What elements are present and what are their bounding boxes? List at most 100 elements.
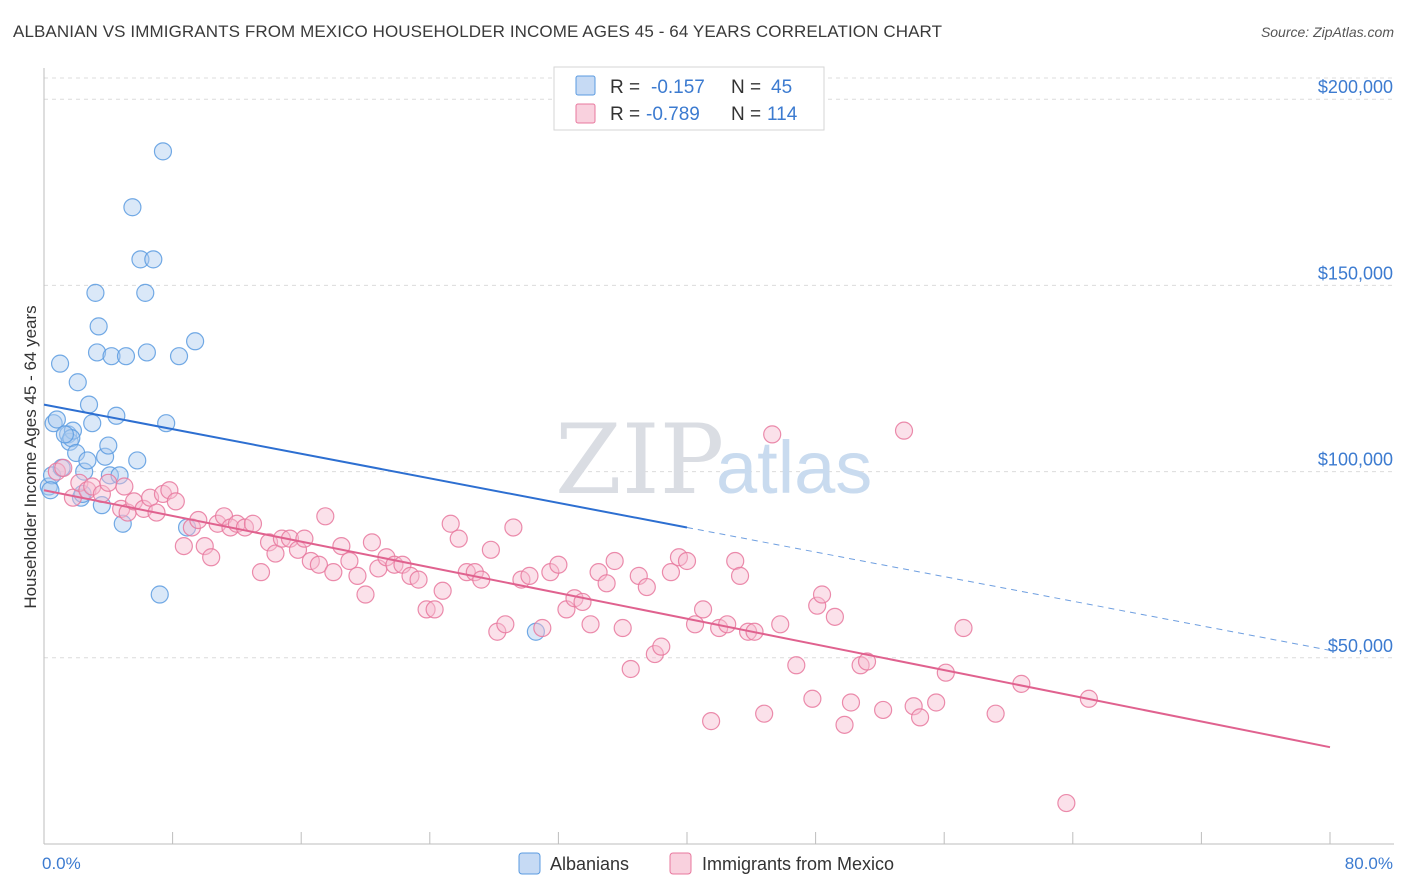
mexico-point [702, 712, 721, 731]
albanians-point [116, 347, 136, 366]
mexico-point [718, 615, 737, 634]
mexico-point [755, 704, 774, 723]
mexico-point [449, 529, 468, 548]
mexico-point [581, 615, 600, 634]
mexico-point [841, 693, 861, 712]
legend-n-value: 45 [771, 77, 792, 98]
albanians-point [86, 283, 105, 302]
mexico-point [243, 514, 263, 533]
mexico-point [910, 708, 930, 727]
mexico-point [549, 555, 568, 574]
legend-swatch-mexico [669, 852, 692, 875]
albanians-point [50, 354, 70, 373]
legend-r-value: -0.157 [651, 77, 705, 98]
legend-swatch-albanians [575, 75, 596, 96]
y-axis-label: Householder Income Ages 45 - 64 years [21, 305, 40, 608]
mexico-point [904, 697, 923, 716]
series-legend: Albanians Immigrants from Mexico [518, 852, 894, 875]
legend-swatch-albanians [518, 852, 541, 875]
axes [43, 68, 1394, 845]
mexico-point [652, 637, 671, 656]
mexico-point [309, 555, 328, 574]
mexico-point [441, 514, 460, 533]
watermark: ZIP atlas [555, 404, 872, 516]
albanians-point [102, 347, 121, 366]
mexico-point [613, 618, 632, 638]
mexico-point [730, 566, 750, 585]
mexico-point [496, 615, 515, 634]
mexico-point [166, 492, 185, 511]
mexico-point [677, 551, 697, 571]
albanians-point [47, 410, 66, 429]
y-tick-label: $200,000 [1318, 77, 1393, 97]
y-tick-label: $150,000 [1318, 263, 1393, 283]
mexico-point [825, 607, 844, 626]
mexico-point [520, 566, 539, 585]
y-tick-label: $100,000 [1318, 450, 1393, 470]
albanians-point [75, 462, 94, 481]
mexico-point [693, 600, 713, 619]
mexico-point [1057, 793, 1076, 813]
mexico-point [54, 458, 73, 477]
mexico-point [174, 536, 193, 556]
mexico-point [661, 563, 681, 582]
mexico-point [808, 596, 827, 615]
legend-swatch-mexico [575, 103, 596, 124]
x-tick-label: 80.0% [1345, 854, 1393, 873]
mexico-point [533, 618, 552, 638]
mexico-point [874, 700, 893, 720]
y-tick-label: $50,000 [1328, 636, 1393, 656]
mexico-point [771, 615, 790, 634]
watermark-zip: ZIP [555, 404, 724, 516]
legend-label-mexico: Immigrants from Mexico [702, 854, 894, 874]
mexico-point [251, 563, 271, 582]
mexico-point [637, 577, 656, 597]
albanians-point [100, 466, 120, 485]
albanians-points [39, 142, 545, 641]
mexico-point [99, 473, 118, 492]
mexico-point [356, 585, 375, 604]
albanians-point [150, 585, 169, 604]
mexico-point [409, 570, 428, 589]
albanians-point [136, 283, 155, 302]
mexico-point [295, 529, 314, 548]
mexico-point [763, 425, 782, 444]
mexico-point [340, 551, 359, 571]
mexico-point [202, 548, 221, 567]
albanians-point [153, 142, 173, 161]
albanians-point [144, 250, 163, 269]
chart-title: ALBANIAN VS IMMIGRANTS FROM MEXICO HOUSE… [13, 22, 943, 41]
mexico-point [433, 581, 452, 600]
mexico-point [927, 693, 946, 712]
legend-n-label: N = [731, 104, 761, 125]
albanians-point [68, 373, 87, 392]
legend-r-label: R = [610, 104, 640, 125]
albanians-point [186, 332, 205, 351]
watermark-atlas: atlas [716, 426, 872, 509]
albanians-point [113, 514, 132, 533]
x-tick-labels: 0.0% 80.0% [42, 854, 1393, 873]
mexico-point [316, 507, 335, 526]
albanians-point [79, 395, 99, 414]
legend-r-value: -0.789 [646, 104, 700, 125]
mexico-point [936, 663, 955, 682]
albanians-point [78, 451, 97, 470]
albanians-point [83, 414, 102, 433]
trend-lines [43, 403, 1331, 749]
mexico-point [324, 563, 343, 582]
mexico-point [787, 656, 806, 675]
legend-r-label: R = [610, 77, 640, 98]
mexico-point [645, 644, 664, 664]
mexico-point [605, 551, 624, 571]
albanians-point [107, 406, 126, 425]
albanians-point [123, 198, 142, 217]
mexico-point [332, 536, 351, 556]
x-tick-label: 0.0% [42, 854, 81, 873]
mexico-point [481, 540, 500, 559]
albanians-point [169, 347, 189, 366]
mexico-point [803, 689, 822, 708]
mexico-point [504, 518, 523, 537]
mexico-point [954, 618, 973, 638]
mexico-point [621, 659, 640, 679]
